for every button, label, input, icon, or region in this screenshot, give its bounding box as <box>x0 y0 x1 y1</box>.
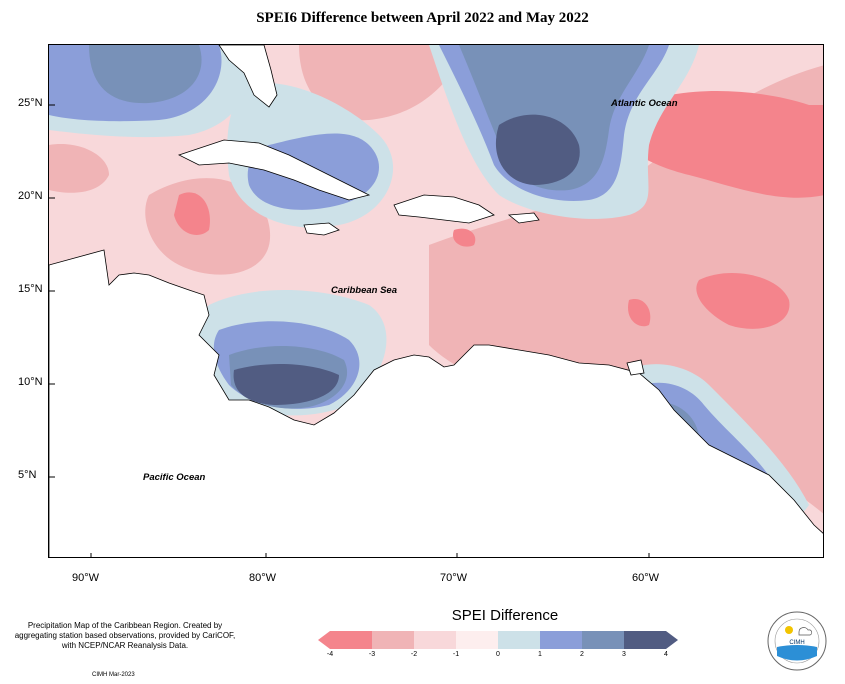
map-description: Precipitation Map of the Caribbean Regio… <box>14 621 236 650</box>
trinidad-land <box>626 359 645 376</box>
lon-label-60: 60°W <box>632 572 660 584</box>
atlantic-ocean-label: Atlantic Ocean <box>611 98 678 109</box>
legend-swatch <box>498 631 540 649</box>
cloud-icon <box>798 627 813 636</box>
axis-ticks <box>49 104 650 557</box>
legend-tick-label: 0 <box>496 651 500 658</box>
legend-tick-label: 3 <box>622 651 626 658</box>
legend-swatch <box>372 631 414 649</box>
legend-colorbar <box>318 631 678 649</box>
caribbean-sea-label: Caribbean Sea <box>331 285 397 296</box>
lat-label-10: 10°N <box>18 376 43 388</box>
legend-tick-label: -4 <box>326 651 334 658</box>
legend-title: SPEI Difference <box>451 607 559 624</box>
legend-swatch <box>330 631 372 649</box>
strong-negative-antilles <box>628 299 651 327</box>
legend-arrow-low <box>318 631 330 649</box>
legend-tick-label: -1 <box>452 651 460 658</box>
strong-negative-central <box>453 228 476 247</box>
spei-map <box>49 45 823 557</box>
legend-tick-label: 4 <box>664 651 668 658</box>
positive-max-central-am <box>233 363 339 405</box>
jamaica-land <box>303 222 340 236</box>
map-frame[interactable]: Atlantic Ocean Caribbean Sea Pacific Oce… <box>48 44 824 558</box>
legend-swatch <box>624 631 666 649</box>
legend-swatch <box>456 631 498 649</box>
positive-high-nw <box>89 45 202 104</box>
puerto-rico-land <box>507 212 540 224</box>
legend-tick-label: 1 <box>538 651 542 658</box>
legend-swatch <box>414 631 456 649</box>
lat-label-25: 25°N <box>18 97 43 109</box>
negative-zone-north <box>299 45 469 121</box>
florida-land <box>218 45 278 108</box>
central-america-land <box>49 249 823 557</box>
map-title: SPEI6 Difference between April 2022 and … <box>256 10 589 26</box>
credit-text: CIMH Mar-2023 <box>92 672 135 678</box>
strong-negative-east <box>696 272 790 329</box>
legend-tick-label: -3 <box>368 651 376 658</box>
pacific-ocean-label: Pacific Ocean <box>143 472 206 483</box>
lon-label-70: 70°W <box>440 572 468 584</box>
positive-max-atlantic <box>495 114 580 185</box>
logo-text: CIMH <box>789 640 804 646</box>
land-masses <box>49 45 823 557</box>
cuba-land <box>177 139 371 201</box>
legend-swatch <box>540 631 582 649</box>
water-icon <box>777 645 817 661</box>
lon-label-80: 80°W <box>249 572 277 584</box>
cimh-logo: CIMH <box>767 611 827 671</box>
lat-label-20: 20°N <box>18 190 43 202</box>
legend-arrow-high <box>666 631 678 649</box>
sun-icon <box>785 626 793 634</box>
legend-swatch <box>582 631 624 649</box>
legend-tick-label: -2 <box>410 651 418 658</box>
negative-zone-gulf <box>49 144 109 193</box>
legend-tick-label: 2 <box>580 651 584 658</box>
strong-negative-atlantic <box>617 91 823 198</box>
hispaniola-land <box>393 194 495 224</box>
lat-label-15: 15°N <box>18 283 43 295</box>
strong-negative-west <box>174 192 210 235</box>
lat-label-5: 5°N <box>18 469 37 481</box>
lon-label-90: 90°W <box>72 572 100 584</box>
